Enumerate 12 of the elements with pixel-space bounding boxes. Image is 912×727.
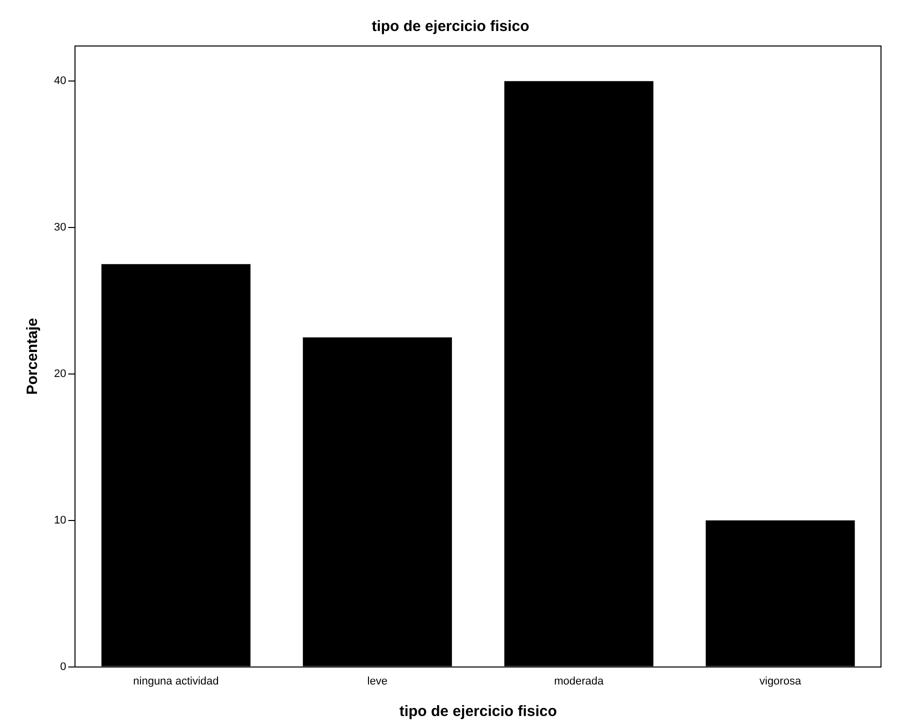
x-tick-label: leve [367, 675, 388, 688]
y-axis-title: Porcentaje [24, 318, 42, 395]
chart-title: tipo de ejercicio fisico [372, 18, 530, 36]
y-tick-label: 10 [54, 514, 66, 526]
y-tick-label: 40 [54, 75, 66, 88]
x-tick-label: vigorosa [759, 675, 802, 688]
x-tick-label: ninguna actividad [133, 675, 219, 688]
y-tick-label: 20 [54, 368, 66, 380]
x-tick-label: moderada [554, 675, 604, 688]
x-axis-title: tipo de ejercicio fisico [399, 703, 557, 720]
y-tick-label: 0 [60, 660, 66, 673]
y-tick-label: 30 [54, 222, 66, 234]
